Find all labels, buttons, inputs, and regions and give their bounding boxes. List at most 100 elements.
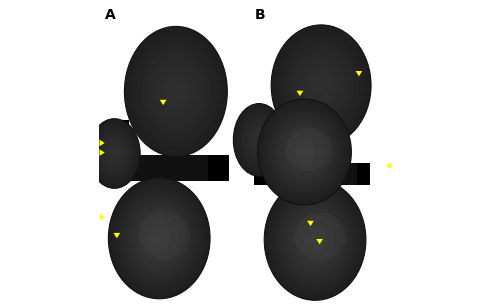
Ellipse shape <box>102 136 128 171</box>
Ellipse shape <box>271 25 371 146</box>
Ellipse shape <box>289 134 320 170</box>
Ellipse shape <box>120 191 199 285</box>
Ellipse shape <box>234 104 285 176</box>
Ellipse shape <box>168 81 184 102</box>
Ellipse shape <box>139 211 190 259</box>
Text: B: B <box>254 8 265 22</box>
Ellipse shape <box>93 125 136 182</box>
Text: A: A <box>106 8 116 22</box>
Ellipse shape <box>288 45 354 126</box>
Ellipse shape <box>142 218 176 258</box>
Ellipse shape <box>252 130 266 150</box>
Ellipse shape <box>244 118 275 162</box>
Ellipse shape <box>110 148 118 159</box>
Ellipse shape <box>104 140 124 167</box>
Ellipse shape <box>274 28 368 143</box>
Bar <box>208 155 229 181</box>
Ellipse shape <box>294 140 315 164</box>
Ellipse shape <box>280 35 362 136</box>
Ellipse shape <box>256 136 262 144</box>
Ellipse shape <box>284 129 326 175</box>
Ellipse shape <box>278 123 330 181</box>
Ellipse shape <box>276 32 366 139</box>
Ellipse shape <box>270 114 338 190</box>
Ellipse shape <box>296 143 312 161</box>
Ellipse shape <box>290 209 341 270</box>
Ellipse shape <box>276 120 333 184</box>
Ellipse shape <box>248 124 270 156</box>
Ellipse shape <box>138 44 213 138</box>
Ellipse shape <box>316 79 326 92</box>
Ellipse shape <box>145 221 174 255</box>
Ellipse shape <box>278 196 352 283</box>
Ellipse shape <box>131 205 188 272</box>
Ellipse shape <box>98 132 130 175</box>
Ellipse shape <box>298 219 332 260</box>
Ellipse shape <box>294 52 349 119</box>
Ellipse shape <box>140 215 179 262</box>
Ellipse shape <box>235 105 284 174</box>
Ellipse shape <box>240 114 278 166</box>
Ellipse shape <box>286 128 333 171</box>
Polygon shape <box>100 140 104 146</box>
Ellipse shape <box>310 233 320 247</box>
Ellipse shape <box>302 149 307 155</box>
Ellipse shape <box>264 179 366 300</box>
Ellipse shape <box>313 75 330 95</box>
Ellipse shape <box>112 150 117 157</box>
Ellipse shape <box>292 213 338 267</box>
Polygon shape <box>160 100 166 105</box>
Ellipse shape <box>113 152 116 155</box>
Ellipse shape <box>281 126 328 178</box>
Ellipse shape <box>258 99 352 205</box>
Ellipse shape <box>100 134 128 173</box>
Ellipse shape <box>266 108 344 196</box>
Ellipse shape <box>292 137 318 167</box>
Ellipse shape <box>130 34 222 149</box>
Ellipse shape <box>142 48 210 135</box>
Ellipse shape <box>296 216 335 263</box>
Ellipse shape <box>173 88 178 95</box>
Ellipse shape <box>136 211 182 265</box>
Ellipse shape <box>287 206 344 273</box>
Ellipse shape <box>108 144 122 163</box>
Ellipse shape <box>128 201 190 275</box>
Ellipse shape <box>236 108 282 172</box>
Polygon shape <box>100 214 105 220</box>
Ellipse shape <box>158 70 193 113</box>
Ellipse shape <box>238 110 281 170</box>
Ellipse shape <box>254 132 265 148</box>
Ellipse shape <box>304 226 326 253</box>
Ellipse shape <box>286 131 323 173</box>
Bar <box>110 120 129 181</box>
Ellipse shape <box>98 130 132 177</box>
Ellipse shape <box>246 122 272 158</box>
Ellipse shape <box>270 186 360 294</box>
Ellipse shape <box>301 223 329 257</box>
Ellipse shape <box>148 55 204 128</box>
Ellipse shape <box>126 198 193 278</box>
Ellipse shape <box>299 59 344 112</box>
Ellipse shape <box>302 62 341 109</box>
Ellipse shape <box>162 73 190 109</box>
Bar <box>254 163 370 185</box>
Ellipse shape <box>103 138 126 169</box>
Ellipse shape <box>268 111 341 193</box>
Ellipse shape <box>136 41 216 142</box>
Polygon shape <box>316 239 323 244</box>
Bar <box>110 155 229 181</box>
Ellipse shape <box>150 228 168 248</box>
Ellipse shape <box>284 203 346 277</box>
Ellipse shape <box>92 123 138 185</box>
Ellipse shape <box>294 212 346 261</box>
Ellipse shape <box>106 142 123 165</box>
Ellipse shape <box>150 59 202 124</box>
Ellipse shape <box>156 235 162 242</box>
Polygon shape <box>296 91 304 96</box>
Ellipse shape <box>245 120 274 160</box>
Ellipse shape <box>276 193 354 287</box>
Ellipse shape <box>242 116 276 164</box>
Ellipse shape <box>148 225 171 252</box>
Ellipse shape <box>312 237 318 243</box>
Ellipse shape <box>108 146 120 161</box>
